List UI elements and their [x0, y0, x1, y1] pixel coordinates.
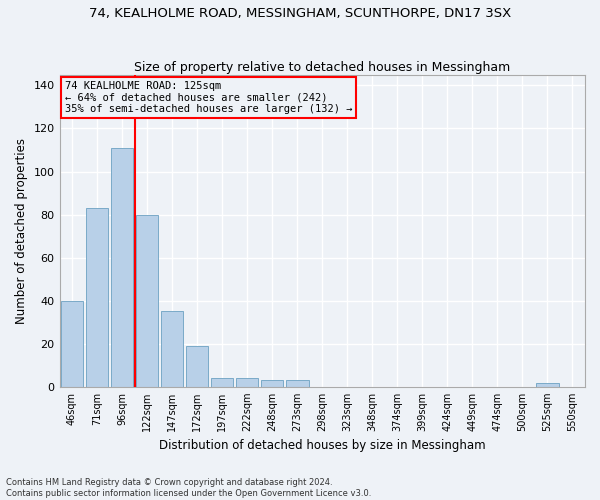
- Bar: [536, 382, 559, 387]
- Bar: [286, 380, 308, 387]
- Text: Contains HM Land Registry data © Crown copyright and database right 2024.
Contai: Contains HM Land Registry data © Crown c…: [6, 478, 371, 498]
- Bar: [211, 378, 233, 387]
- Bar: [186, 346, 208, 387]
- Bar: [61, 300, 83, 387]
- Bar: [136, 214, 158, 387]
- Y-axis label: Number of detached properties: Number of detached properties: [15, 138, 28, 324]
- Bar: [86, 208, 109, 387]
- Bar: [161, 312, 184, 387]
- Bar: [111, 148, 133, 387]
- Bar: [261, 380, 283, 387]
- Title: Size of property relative to detached houses in Messingham: Size of property relative to detached ho…: [134, 60, 511, 74]
- Text: 74, KEALHOLME ROAD, MESSINGHAM, SCUNTHORPE, DN17 3SX: 74, KEALHOLME ROAD, MESSINGHAM, SCUNTHOR…: [89, 8, 511, 20]
- Text: 74 KEALHOLME ROAD: 125sqm
← 64% of detached houses are smaller (242)
35% of semi: 74 KEALHOLME ROAD: 125sqm ← 64% of detac…: [65, 81, 352, 114]
- Bar: [236, 378, 259, 387]
- X-axis label: Distribution of detached houses by size in Messingham: Distribution of detached houses by size …: [159, 440, 485, 452]
